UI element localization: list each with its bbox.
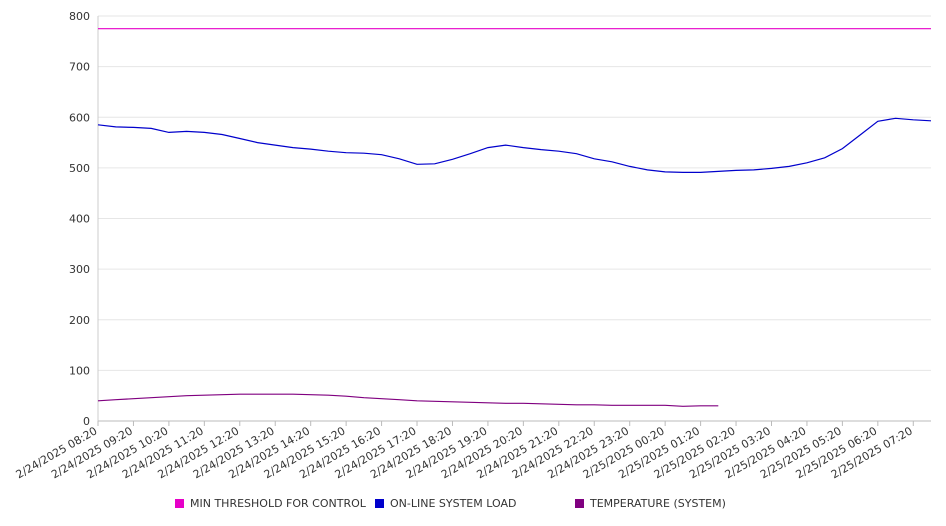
legend-swatch-min-threshold [175,499,184,508]
axes [97,16,931,422]
grid-lines [98,15,931,371]
y-tick-label: 100 [69,364,90,377]
legend-label-min-threshold: MIN THRESHOLD FOR CONTROL [190,497,366,510]
y-tick-label: 700 [69,61,90,74]
y-tick-label: 800 [69,10,90,23]
y-tick-label: 600 [69,111,90,124]
legend-item-min-threshold[interactable]: MIN THRESHOLD FOR CONTROL [175,497,366,510]
legend-label-online-system-load: ON-LINE SYSTEM LOAD [390,497,517,510]
legend-swatch-temperature [575,499,584,508]
y-axis-ticks: 0 100 200 300 400 500 600 700 800 [69,10,90,428]
series-line-on-line-system-load [97,117,932,173]
y-tick-label: 400 [69,213,90,226]
legend-label-temperature: TEMPERATURE (SYSTEM) [590,497,726,510]
legend-item-temperature[interactable]: TEMPERATURE (SYSTEM) [575,497,726,510]
legend-item-online-system-load[interactable]: ON-LINE SYSTEM LOAD [375,497,516,510]
y-tick-label: 0 [83,415,90,428]
series-lines [97,28,932,407]
legend: MIN THRESHOLD FOR CONTROL ON-LINE SYSTEM… [0,497,946,515]
y-tick-label: 200 [69,314,90,327]
series-line-temperature-system [97,393,719,407]
y-tick-label: 300 [69,263,90,276]
y-tick-label: 500 [69,162,90,175]
legend-swatch-online-system-load [375,499,384,508]
x-axis-ticks: 2/24/2025 08:202/24/2025 09:202/24/2025 … [14,421,915,481]
